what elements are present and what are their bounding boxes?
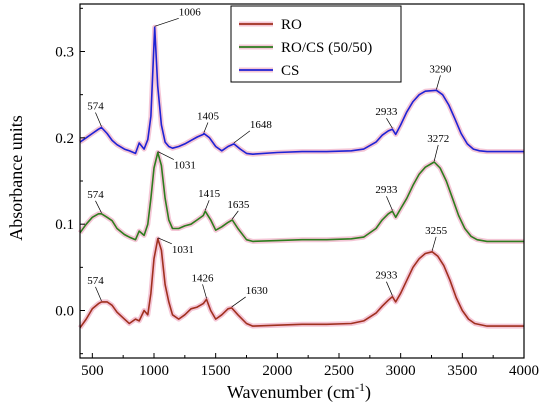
annotation-label-6: 574 [87, 189, 104, 201]
x-tick-label-0: 500 [81, 363, 104, 379]
x-tick-label-4: 2500 [324, 363, 354, 379]
annotation-leader-10 [386, 196, 393, 211]
annotation-leader-4 [386, 118, 393, 129]
annotation-leader-14 [202, 284, 207, 299]
annotation-leader-0 [95, 112, 102, 127]
annotation-label-9: 1635 [227, 199, 250, 211]
annotation-leader-1 [154, 17, 179, 27]
annotation-label-5: 3290 [429, 63, 452, 75]
annotation-leader-6 [95, 200, 102, 213]
annotation-label-2: 1405 [197, 111, 220, 123]
x-tick-label-7: 4000 [509, 363, 539, 379]
annotation-label-14: 1426 [192, 272, 215, 284]
y-tick-label-0: 0.0 [55, 304, 74, 320]
series-line-0 [79, 238, 524, 329]
annotation-label-17: 3255 [425, 225, 448, 237]
annotation-label-10: 2933 [375, 184, 398, 196]
annotation-leader-16 [386, 281, 393, 296]
legend-label-2: CS [281, 63, 299, 79]
annotation-label-11: 3272 [427, 133, 449, 145]
series-line-1 [79, 151, 524, 243]
annotation-leader-2 [203, 122, 209, 133]
annotation-label-16: 2933 [375, 270, 398, 282]
annotation-leader-8 [204, 200, 210, 211]
annotation-leader-13 [157, 237, 172, 245]
annotation-leader-11 [433, 144, 439, 162]
legend-label-0: RO [281, 17, 302, 33]
annotation-leader-15 [231, 296, 246, 308]
x-tick-label-3: 2000 [262, 363, 292, 379]
x-tick-label-1: 1000 [139, 363, 169, 379]
annotation-label-3: 1648 [250, 119, 272, 131]
annotation-label-12: 574 [87, 275, 104, 287]
x-tick-label-5: 3000 [386, 363, 416, 379]
x-axis-title-end: ) [365, 382, 371, 403]
legend-label-1: RO/CS (50/50) [281, 40, 372, 56]
annotation-leader-17 [431, 236, 437, 251]
annotation-leader-12 [95, 286, 102, 302]
annotation-label-8: 1415 [198, 188, 221, 200]
x-tick-label-6: 3500 [447, 363, 477, 379]
x-axis-title: Wavenumber (cm-1) [227, 380, 371, 403]
annotation-leader-3 [233, 130, 251, 144]
annotation-label-0: 574 [87, 100, 104, 112]
annotation-leader-5 [436, 75, 441, 90]
annotation-label-7: 1031 [174, 160, 196, 172]
series-line-2 [79, 26, 524, 155]
annotation-leader-9 [232, 210, 239, 220]
annotation-label-13: 1031 [172, 244, 194, 256]
x-tick-label-2: 1500 [201, 363, 231, 379]
x-axis-title-main: Wavenumber (cm [227, 382, 355, 403]
annotation-leader-7 [157, 151, 174, 160]
y-axis-title: Absorbance units [6, 115, 26, 240]
y-tick-label-3: 0.3 [55, 44, 74, 60]
annotation-label-1: 1006 [179, 6, 202, 18]
annotation-label-4: 2933 [375, 106, 398, 118]
x-axis-title-sup: -1 [355, 380, 365, 394]
y-tick-label-1: 0.1 [55, 217, 74, 233]
annotation-label-15: 1630 [246, 285, 269, 297]
y-tick-label-2: 0.2 [55, 131, 74, 147]
